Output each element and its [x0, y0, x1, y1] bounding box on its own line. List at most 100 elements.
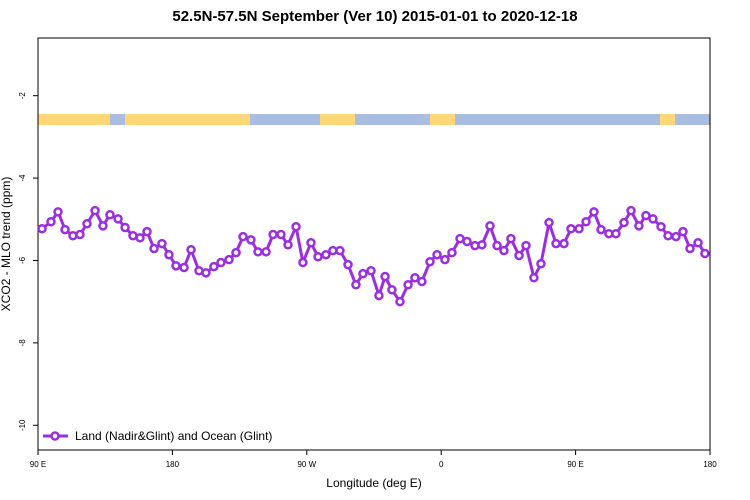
data-point [306, 238, 316, 248]
data-point [641, 210, 651, 221]
land-segment [320, 114, 355, 125]
data-point [678, 226, 688, 237]
data-point [477, 240, 487, 250]
data-point [238, 231, 248, 242]
x-tick-label: 180 [166, 460, 180, 469]
y-tick-label: -4 [18, 174, 27, 182]
data-point [693, 238, 703, 248]
data-point [447, 247, 457, 258]
data-point [559, 238, 569, 249]
x-tick-label: 90 E [30, 460, 46, 469]
land-segment [125, 114, 250, 125]
data-point [589, 207, 599, 217]
x-tick-label: 180 [703, 460, 717, 469]
data-point [387, 284, 397, 295]
data-point [201, 268, 211, 278]
data-point [313, 252, 323, 262]
data-point [574, 224, 584, 234]
data-point [374, 290, 384, 301]
data-point [499, 245, 509, 256]
data-point [105, 209, 115, 220]
data-point [209, 261, 219, 272]
data-point [358, 268, 368, 279]
data-point [611, 228, 621, 239]
ocean-band [38, 114, 710, 125]
data-point [417, 276, 427, 287]
data-point [619, 217, 629, 228]
data-point [186, 245, 196, 255]
data-point [581, 217, 591, 227]
data-point [506, 233, 516, 244]
data-point [536, 259, 546, 269]
data-point [410, 273, 420, 283]
data-point [485, 221, 495, 231]
data-point [82, 219, 92, 229]
data-point [544, 217, 554, 228]
data-point [37, 224, 47, 234]
land-segment [660, 114, 675, 125]
data-point [514, 250, 524, 261]
data-point [551, 238, 561, 249]
data-point [179, 262, 189, 273]
series-line [41, 207, 707, 305]
data-point [700, 248, 710, 259]
data-point [395, 296, 405, 307]
data-point [224, 254, 234, 265]
data-point [425, 256, 435, 267]
data-point [75, 229, 85, 240]
y-tick-label: -2 [18, 92, 27, 100]
data-point [171, 261, 181, 271]
data-point [648, 214, 658, 224]
data-point [335, 245, 345, 256]
x-axis-label: Longitude (deg E) [326, 476, 421, 490]
data-point [685, 243, 695, 254]
plot-frame [37, 37, 711, 451]
data-point [298, 257, 308, 268]
data-point [246, 235, 256, 245]
y-tick-label: -6 [18, 256, 27, 264]
legend-label: Land (Nadir&Glint) and Ocean (Glint) [75, 429, 272, 443]
land-mask [38, 114, 710, 125]
data-point [521, 240, 531, 251]
y-tick-label: -10 [18, 419, 27, 431]
data-point [321, 249, 331, 260]
data-point [149, 243, 159, 254]
chart-title: 52.5N-57.5N September (Ver 10) 2015-01-0… [172, 8, 577, 25]
data-point [663, 231, 673, 241]
legend-marker [50, 431, 60, 441]
data-point [596, 224, 606, 235]
data-point [268, 229, 278, 240]
data-point [351, 280, 361, 290]
land-segment [430, 114, 455, 125]
data-point [529, 273, 539, 283]
data-point [403, 280, 413, 290]
data-point [283, 240, 293, 250]
data-point [634, 221, 644, 231]
data-point [53, 207, 63, 217]
data-point [164, 249, 174, 260]
data-point [120, 222, 130, 233]
data-point [276, 229, 286, 240]
data-point [98, 221, 108, 231]
x-tick-label: 90 W [297, 460, 316, 469]
data-point [440, 254, 450, 265]
data-point [157, 238, 167, 249]
x-tick-label: 0 [439, 460, 444, 469]
y-axis-label: XCO2 - MLO trend (ppm) [0, 177, 13, 312]
data-point [113, 214, 123, 224]
data-point [46, 217, 56, 227]
data-point [60, 224, 70, 235]
data-point [492, 240, 502, 251]
land-segment [38, 114, 110, 125]
data-point [343, 259, 353, 270]
data-point [462, 236, 472, 247]
data-point [231, 247, 241, 258]
data-point [366, 266, 376, 276]
data-point [432, 249, 442, 260]
data-point [671, 231, 681, 242]
data-point [253, 247, 263, 257]
data-point [135, 233, 145, 243]
data-point [90, 205, 100, 216]
